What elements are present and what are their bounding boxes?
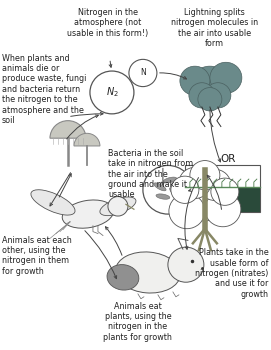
Bar — [185, 166, 260, 212]
Text: Animals eat
plants, using the
nitrogen in the
plants for growth: Animals eat plants, using the nitrogen i… — [104, 302, 172, 342]
Ellipse shape — [107, 265, 139, 290]
Text: N: N — [140, 69, 146, 77]
Text: Animals eat each
other, using the
nitrogen in them
for growth: Animals eat each other, using the nitrog… — [2, 236, 72, 276]
Circle shape — [180, 66, 210, 95]
Text: Lightning splits
nitrogen molecules in
the air into usable
form: Lightning splits nitrogen molecules in t… — [171, 8, 259, 48]
Circle shape — [210, 62, 242, 93]
Ellipse shape — [62, 200, 114, 228]
Circle shape — [205, 192, 241, 227]
Wedge shape — [50, 121, 86, 138]
Circle shape — [189, 83, 215, 108]
Ellipse shape — [163, 177, 177, 183]
Circle shape — [205, 83, 231, 108]
Text: $N_2$: $N_2$ — [105, 85, 118, 99]
Circle shape — [169, 194, 205, 229]
Ellipse shape — [115, 252, 180, 293]
Ellipse shape — [100, 197, 136, 216]
Ellipse shape — [31, 190, 75, 215]
Text: When plants and
animals die or
produce waste, fungi
and bacteria return
the nitr: When plants and animals die or produce w… — [2, 54, 86, 125]
Circle shape — [108, 197, 128, 216]
Circle shape — [171, 176, 199, 203]
Circle shape — [179, 167, 211, 198]
Circle shape — [199, 169, 231, 201]
Circle shape — [211, 178, 239, 205]
Bar — [185, 187, 260, 212]
Circle shape — [190, 161, 220, 190]
Text: OR: OR — [220, 154, 235, 164]
Circle shape — [168, 247, 204, 282]
Ellipse shape — [170, 188, 180, 198]
Text: Nitrogen in the
atmosphere (not
usable in this form!): Nitrogen in the atmosphere (not usable i… — [67, 8, 149, 37]
Wedge shape — [74, 133, 100, 146]
Circle shape — [190, 66, 230, 105]
Text: Plants take in the
usable form of
nitrogen (nitrates)
and use it for
growth: Plants take in the usable form of nitrog… — [195, 248, 269, 299]
Text: Bacteria in the soil
take in nitrogen from
the air into the
ground and make it
u: Bacteria in the soil take in nitrogen fr… — [108, 149, 193, 200]
Ellipse shape — [154, 183, 166, 191]
Ellipse shape — [156, 194, 170, 199]
Circle shape — [198, 88, 222, 111]
Circle shape — [183, 178, 227, 221]
